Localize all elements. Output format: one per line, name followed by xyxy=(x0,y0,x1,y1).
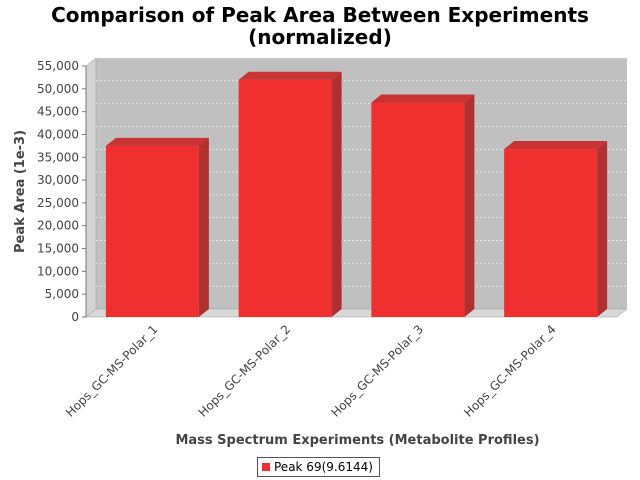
bar-side xyxy=(198,137,209,317)
bar xyxy=(105,145,199,317)
plot-left-wall xyxy=(85,57,97,318)
bar xyxy=(371,102,465,317)
y-tick-label: 10,000 xyxy=(37,264,79,278)
y-tick-label: 45,000 xyxy=(37,105,79,119)
bar-top xyxy=(371,94,475,103)
y-tick-label: 0 xyxy=(71,310,79,324)
bar-top xyxy=(504,141,608,150)
legend-label: Peak 69(9.6144) xyxy=(274,460,373,474)
y-tick-label: 15,000 xyxy=(37,242,79,256)
bar xyxy=(238,79,332,317)
bar xyxy=(504,149,598,317)
legend: Peak 69(9.6144) xyxy=(257,457,380,477)
bar-side xyxy=(331,71,342,317)
plot-background xyxy=(86,58,627,317)
bar-top xyxy=(105,137,209,146)
bar-side xyxy=(464,94,475,317)
y-axis-title: Peak Area (1e-3) xyxy=(13,130,28,253)
y-tick-label: 30,000 xyxy=(37,173,79,187)
y-tick-label: 35,000 xyxy=(37,150,79,164)
y-tick-label: 5,000 xyxy=(45,287,79,301)
x-axis-title: Mass Spectrum Experiments (Metabolite Pr… xyxy=(175,433,539,448)
y-tick-label: 55,000 xyxy=(37,59,79,73)
legend-swatch xyxy=(262,463,270,471)
y-tick-label: 50,000 xyxy=(37,82,79,96)
bar-top xyxy=(238,71,342,80)
x-tick-label: Hops_GC-MS-Polar_3 xyxy=(328,322,426,420)
chart-title-line-2: (normalized) xyxy=(248,25,392,49)
x-tick-label: Hops_GC-MS-Polar_4 xyxy=(461,322,559,420)
y-tick-label: 25,000 xyxy=(37,196,79,210)
chart-title-line-1: Comparison of Peak Area Between Experime… xyxy=(51,3,589,27)
x-tick-label: Hops_GC-MS-Polar_1 xyxy=(63,322,161,420)
x-tick-label: Hops_GC-MS-Polar_2 xyxy=(196,322,294,420)
y-tick-label: 20,000 xyxy=(37,219,79,233)
y-tick-label: 40,000 xyxy=(37,127,79,141)
bar-side xyxy=(597,141,608,317)
